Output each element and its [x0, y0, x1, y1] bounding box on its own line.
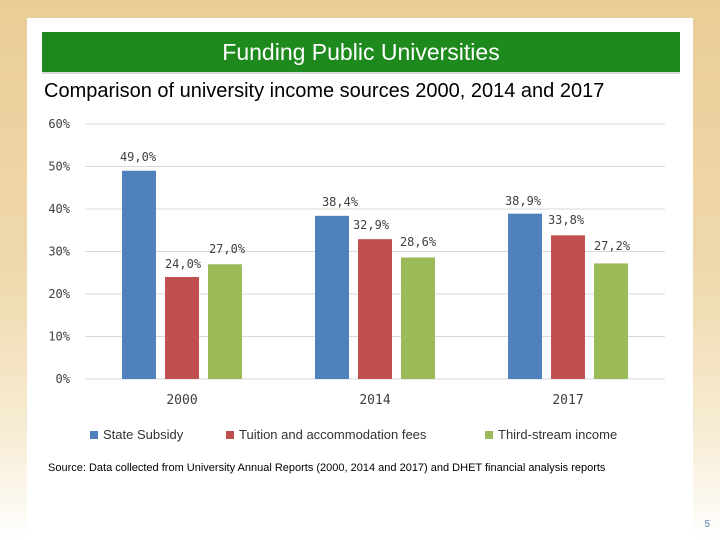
source-note: Source: Data collected from University A… — [48, 462, 606, 474]
bar — [165, 277, 199, 379]
legend-item: Third-stream income — [485, 427, 617, 442]
bar — [208, 264, 242, 379]
data-label: 24,0% — [165, 257, 202, 271]
data-label: 38,4% — [322, 195, 359, 209]
data-label: 28,6% — [400, 235, 437, 249]
data-label: 49,0% — [120, 150, 157, 164]
y-tick-label: 50% — [48, 160, 70, 174]
data-labels: 49,0% 38,4% 38,9% 24,0% 32,9% 33,8% 27,0% 28,6%… — [120, 150, 631, 271]
legend-item: State Subsidy — [90, 427, 183, 442]
chart-subtitle: Comparison of university income sources … — [44, 80, 605, 102]
legend-label: State Subsidy — [103, 427, 184, 442]
bar — [122, 170, 156, 379]
bar — [508, 213, 542, 379]
bar — [594, 263, 628, 379]
data-label: 27,2% — [594, 239, 631, 253]
bar — [401, 257, 435, 379]
legend-item: Tuition and accommodation fees — [226, 427, 426, 442]
x-category-label: 2014 — [359, 393, 390, 408]
data-label: 32,9% — [353, 218, 390, 232]
data-label: 38,9% — [505, 194, 542, 208]
legend-label: Third-stream income — [498, 427, 618, 442]
x-category-label: 2000 — [166, 393, 197, 408]
slide-title-bar: Funding Public Universities — [42, 32, 680, 74]
bars — [122, 170, 628, 379]
axis-labels: 0% 10% 20% 30% 40% 50% 60% 2000 2014 2017 — [48, 117, 583, 408]
bar — [315, 215, 349, 379]
y-tick-label: 20% — [48, 287, 70, 301]
bar — [358, 239, 392, 379]
y-tick-label: 0% — [56, 372, 71, 386]
y-tick-label: 40% — [48, 202, 70, 216]
legend-swatch — [226, 430, 234, 439]
y-tick-label: 10% — [48, 330, 70, 344]
slide-title: Funding Public Universities — [222, 38, 500, 65]
legend-swatch — [485, 430, 493, 439]
data-label: 27,0% — [209, 242, 246, 256]
y-tick-label: 60% — [48, 117, 70, 131]
x-category-label: 2017 — [552, 393, 583, 408]
page-number: 5 — [704, 519, 710, 530]
legend-swatch — [90, 430, 98, 439]
legend-label: Tuition and accommodation fees — [239, 427, 427, 442]
y-tick-label: 30% — [48, 245, 70, 259]
bar — [551, 235, 585, 379]
data-label: 33,8% — [548, 213, 585, 227]
